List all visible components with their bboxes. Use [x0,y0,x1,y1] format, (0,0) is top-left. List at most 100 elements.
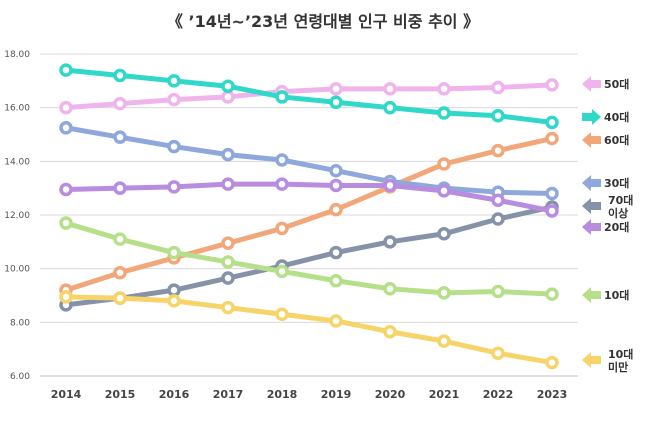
legend-arrow-icon [582,132,601,148]
data-point [167,92,181,107]
x-tick-label: 2020 [375,388,406,401]
x-tick-label: 2023 [537,388,568,401]
legend-label: 50대 [604,77,629,91]
data-point [221,79,235,93]
data-point [167,180,181,194]
data-point [59,100,73,115]
x-tick-label: 2017 [213,388,244,401]
data-point [491,143,505,158]
data-point [221,300,235,315]
data-point [545,204,559,218]
series-lines [59,63,559,370]
data-point [383,324,397,339]
legend-arrow-icon [582,109,601,125]
data-point [275,153,289,167]
data-point [329,202,343,217]
data-point [113,68,127,83]
data-point [329,95,343,110]
x-tick-label: 2019 [321,388,352,401]
data-point [59,121,73,135]
data-point [437,106,451,120]
data-point [437,227,451,241]
x-tick-label: 2018 [267,388,298,401]
data-point [113,232,127,246]
data-point [113,181,127,195]
data-point [221,177,235,191]
data-point [113,130,127,144]
data-point [275,221,289,236]
data-point [437,334,451,348]
data-point [491,346,505,360]
legend-arrow-icon [582,76,601,92]
legend-arrow-icon [582,287,601,303]
data-point [113,291,127,305]
x-tick-label: 2014 [51,388,82,401]
data-point [491,108,505,123]
series-6 [59,177,559,218]
data-point [275,177,289,191]
series-line [63,220,555,297]
series-line [63,294,555,366]
data-point [545,186,559,201]
series-line [63,67,555,125]
legend-arrow-icon [582,352,601,368]
series-line [63,204,555,308]
data-point [491,80,505,95]
data-point [329,163,343,178]
data-point [329,82,343,96]
data-point [437,184,451,198]
data-point [329,314,343,328]
data-point [437,82,451,96]
data-point [329,273,343,288]
legend-label: 40대 [604,110,629,124]
data-point [221,90,235,104]
data-point [59,182,73,197]
data-point [437,286,451,300]
series-3 [59,131,559,297]
x-tick-label: 2022 [483,388,514,401]
y-tick-label: 16.00 [4,104,30,114]
legend-label: 30대 [604,176,629,190]
legend-arrow-icon [582,175,601,191]
data-point [167,74,181,88]
x-tick-label: 2015 [105,388,136,401]
series-line [63,125,555,197]
y-tick-label: 10.00 [4,265,30,275]
data-point [167,245,181,260]
grid-lines [40,53,578,377]
data-point [545,287,559,301]
data-point [329,245,343,260]
data-point [167,283,181,297]
data-point [167,139,181,154]
legend-label: 10대 미만 [608,347,633,374]
legend-label: 70대 이상 [608,193,633,220]
data-point [545,78,559,92]
x-tick-label: 2016 [159,388,190,401]
data-point [383,282,397,296]
legend-label: 20대 [604,220,629,234]
data-point [545,115,559,130]
x-tick-label: 2021 [429,388,460,401]
series-line [63,136,555,293]
series-2 [59,63,559,130]
data-point [221,147,235,162]
legend-arrow-icon [582,198,601,214]
series-7 [59,216,559,301]
data-point [59,63,73,77]
data-point [221,236,235,250]
data-point [59,216,73,230]
legend-arrow-icon [582,219,601,235]
y-axis-ticks: 6.00 8.00 10.00 12.00 14.00 16.00 18.00 [4,50,30,382]
data-point [113,96,127,111]
legend-label: 60대 [604,133,629,147]
y-tick-label: 6.00 [10,372,30,382]
data-point [545,131,559,146]
data-point [113,265,127,280]
data-point [275,90,289,104]
data-point [383,235,397,249]
legend-label: 10대 [604,288,629,302]
data-point [275,264,289,279]
data-point [59,290,73,304]
y-tick-label: 8.00 [10,318,30,328]
